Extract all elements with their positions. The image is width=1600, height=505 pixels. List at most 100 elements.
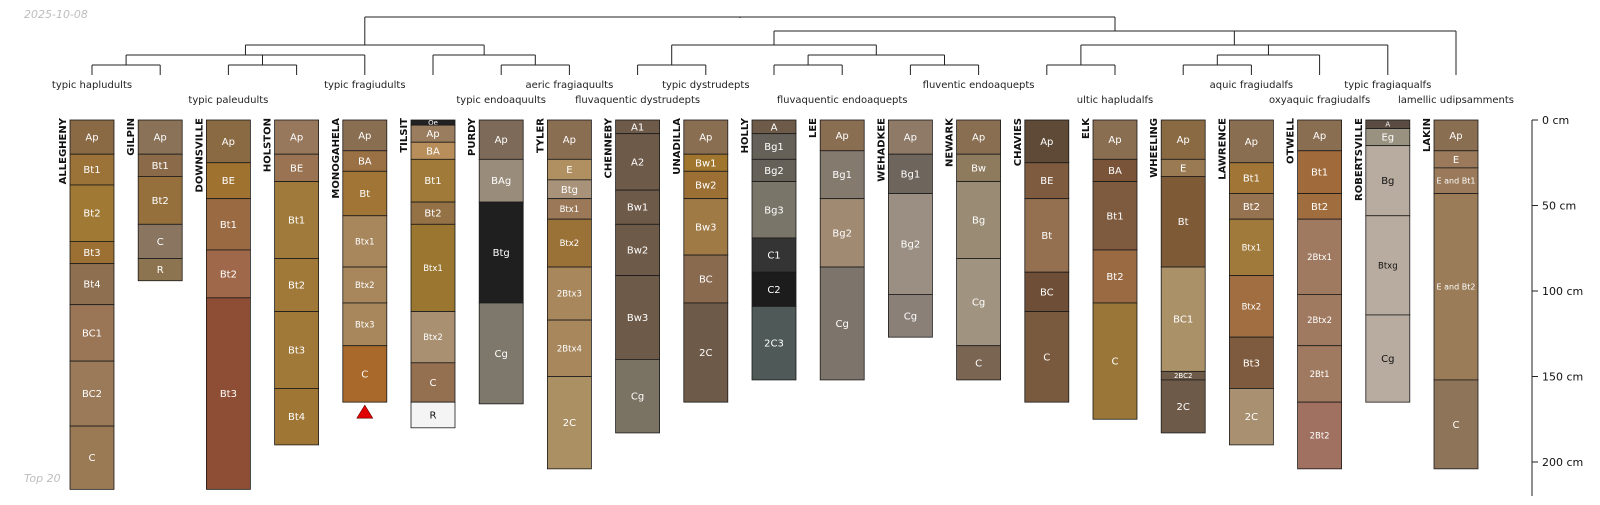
- horizon-label: Bt2: [83, 209, 100, 220]
- horizon-bc1: [69, 304, 115, 362]
- horizon-bg1: [751, 133, 797, 160]
- horizon-label: Oe: [428, 119, 438, 127]
- taxon-label: fluventic endoaquepts: [923, 80, 1035, 91]
- horizon-label: Eg: [1381, 133, 1394, 144]
- horizon-label: Bw2: [627, 245, 648, 256]
- horizon-label: Bt: [359, 189, 370, 200]
- horizon-label: Bg2: [901, 239, 921, 250]
- horizon-label: Bt4: [83, 280, 100, 291]
- horizon-label: Btx2: [560, 239, 580, 249]
- horizon-bg: [1365, 145, 1411, 217]
- horizon-ap: [1229, 119, 1274, 164]
- horizon-bg1: [819, 150, 865, 200]
- horizon-label: Ap: [222, 137, 235, 148]
- horizon-label: Bw3: [627, 313, 648, 324]
- horizon-label: Bw3: [695, 222, 716, 233]
- taxon-label: typic endoaquults: [456, 95, 546, 106]
- horizon-label: Cg: [972, 298, 985, 309]
- horizon-label: Cg: [495, 349, 508, 360]
- horizon-c1: [751, 237, 797, 273]
- profile-name: MONOGAHELA: [331, 118, 342, 199]
- profile-name: OTWELL: [1286, 117, 1297, 164]
- profile-lakin: LAKIN Ap E E and Bt1 E and Bt2 C: [1422, 118, 1479, 470]
- depth-tick-label: 150 cm: [1542, 371, 1583, 384]
- dendrogram: [91, 16, 1457, 75]
- horizon-label: Ap: [563, 135, 576, 146]
- horizon-label: BC: [1040, 287, 1054, 298]
- horizon-label: Bt1: [152, 161, 169, 172]
- horizon-cg: [1365, 314, 1411, 403]
- horizon-bt2: [69, 184, 115, 242]
- horizon-label: A: [1385, 121, 1390, 129]
- profile-name: CHAVIES: [1013, 118, 1024, 166]
- profile-chenneby: CHENNEBY A1 A2 Bw1 Bw2 Bw3 Cg: [604, 117, 660, 434]
- horizon-cg: [615, 358, 660, 434]
- horizon-label: 2Btx2: [1307, 316, 1332, 326]
- taxon-label: aquic fragiudalfs: [1210, 80, 1293, 91]
- horizon-label: BE: [290, 163, 303, 174]
- horizon-label: BC1: [1173, 315, 1193, 326]
- taxon-label: fluvaquentic dystrudepts: [575, 95, 700, 106]
- horizon-label: Bt2: [1243, 202, 1260, 213]
- horizon-label: Bt1: [220, 220, 237, 231]
- horizon-bt3: [205, 297, 251, 490]
- taxon-label: typic hapludults: [52, 80, 132, 91]
- horizon-label: E and Bt2: [1437, 283, 1476, 292]
- horizon-bt4: [274, 388, 320, 446]
- horizon-label: Bg: [972, 216, 985, 227]
- profile-elk: ELK Ap BA Bt1 Bt2 C: [1081, 117, 1138, 420]
- horizon-label: Bg: [1381, 176, 1394, 187]
- horizon-label: Btx1: [1242, 243, 1262, 253]
- horizon-label: Ap: [1177, 135, 1190, 146]
- profile-unadilla: UNADILLA Ap Bw1 Bw2 Bw3 BC 2C: [672, 118, 729, 403]
- horizon-bt1: [69, 153, 115, 186]
- horizon-label: 2Btx1: [1307, 253, 1332, 263]
- horizon-bw2: [615, 223, 660, 277]
- horizon-bw: [956, 153, 1001, 182]
- taxon-label: aeric fragiaquults: [526, 80, 614, 91]
- horizon-label: BC2: [82, 389, 102, 400]
- horizon-label: Bt1: [83, 165, 100, 176]
- horizon-c2: [751, 271, 797, 307]
- horizon-ap: [1024, 119, 1070, 164]
- horizon-ap: [888, 119, 933, 155]
- horizon-label: BA: [426, 146, 440, 157]
- horizon-bt2: [205, 249, 251, 299]
- horizon-bc: [683, 254, 729, 304]
- profile-name: LAWRENCE: [1217, 118, 1228, 180]
- horizon-label: Bt: [1178, 217, 1189, 228]
- horizon-bw1: [615, 189, 660, 225]
- profile-gilpin: GILPIN Ap Bt1 Bt2 C R: [126, 118, 183, 282]
- horizon-label: A: [771, 122, 778, 133]
- profile-wheeling: WHEELING Ap E Bt BC1 2BC2 2C: [1149, 118, 1206, 434]
- horizon-label: Btg: [561, 185, 578, 196]
- horizon-label: C: [1112, 357, 1119, 368]
- horizon-label: Bw1: [695, 158, 716, 169]
- horizon-label: BE: [222, 176, 235, 187]
- horizon-label: C: [975, 358, 982, 369]
- horizon-bt1: [410, 158, 456, 203]
- profile-monogahela: MONOGAHELA Ap BA Bt Btx1 Btx2 Btx3 C: [331, 118, 388, 403]
- horizon-label: R: [430, 410, 437, 421]
- profile-name: LEE: [808, 118, 819, 138]
- taxon-label: ultic hapludalfs: [1077, 95, 1153, 106]
- profile-name: NEWARK: [945, 117, 956, 167]
- horizon-ap: [137, 119, 183, 155]
- horizon-label: Bt1: [1243, 174, 1260, 185]
- horizon-label: Btx1: [423, 264, 443, 274]
- horizon-label: Bg3: [764, 205, 784, 216]
- horizon-bt3: [1229, 336, 1274, 389]
- horizon-label: Bt2: [288, 281, 305, 292]
- horizon-label: C: [157, 237, 164, 248]
- horizon-btx3: [342, 302, 388, 347]
- horizon-bt1: [205, 198, 251, 251]
- profile-name: PURDY: [467, 117, 478, 156]
- horizon-label: Ap: [1108, 135, 1121, 146]
- horizon-2btx4: [547, 319, 592, 377]
- horizon-bw3: [615, 275, 660, 360]
- profile-name: CHENNEBY: [604, 117, 615, 178]
- horizon-label: Ap: [1313, 131, 1326, 142]
- horizon-label: E: [566, 165, 572, 176]
- profile-name: TILSIT: [399, 118, 410, 153]
